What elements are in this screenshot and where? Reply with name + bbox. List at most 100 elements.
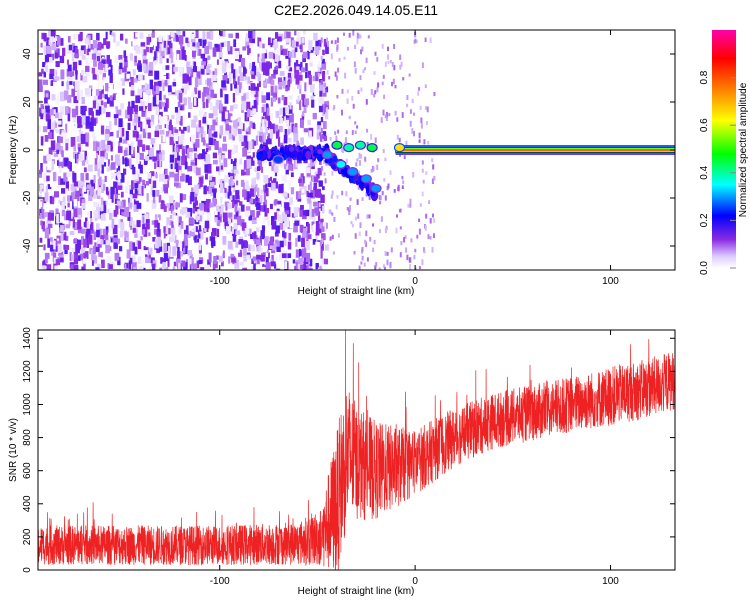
heatmap-cell <box>54 145 58 151</box>
heatmap-cell <box>185 55 191 62</box>
heatmap-cell <box>233 217 238 223</box>
heatmap-cell <box>233 199 238 207</box>
heatmap-cell <box>389 60 392 64</box>
heatmap-cell <box>263 109 267 116</box>
heatmap-cell <box>213 160 218 165</box>
heatmap-cell <box>95 68 99 75</box>
heatmap-cell <box>348 115 351 120</box>
heatmap-cell <box>91 111 94 121</box>
heatmap-cell <box>145 109 148 119</box>
heatmap-cell <box>256 187 260 197</box>
heatmap-cell <box>98 176 102 186</box>
heatmap-cell <box>271 38 275 46</box>
heatmap-cell <box>194 97 197 106</box>
heatmap-cell <box>184 161 188 170</box>
heatmap-cell <box>279 71 285 76</box>
spectral-blob <box>393 143 406 153</box>
heatmap-cell <box>432 213 434 218</box>
heatmap-cell <box>82 76 88 83</box>
heatmap-cell <box>382 149 385 154</box>
heatmap-cell <box>64 214 67 221</box>
heatmap-cell <box>56 240 61 246</box>
heatmap-cell <box>387 60 390 65</box>
heatmap-cell <box>238 54 243 63</box>
heatmap-cell <box>154 238 160 249</box>
heatmap-cell <box>96 32 100 41</box>
heatmap-cell <box>190 192 195 202</box>
heatmap-cell <box>221 106 227 113</box>
heatmap-cell <box>301 111 305 117</box>
heatmap-cell <box>275 194 279 199</box>
heatmap-cell <box>60 38 64 46</box>
heatmap-cell <box>47 30 52 37</box>
heatmap-cell <box>168 195 174 204</box>
heatmap-cell <box>184 55 187 61</box>
heatmap-cell <box>232 93 235 103</box>
heatmap-cell <box>334 131 337 135</box>
heatmap-cell <box>233 75 236 85</box>
heatmap-cell <box>175 36 180 42</box>
heatmap-cell <box>178 221 182 227</box>
heatmap-cell <box>366 214 369 219</box>
heatmap-cell <box>301 188 305 193</box>
heatmap-cell <box>93 231 96 240</box>
heatmap-cell <box>152 49 155 55</box>
heatmap-cell <box>380 216 383 222</box>
heatmap-cell <box>198 75 202 85</box>
heatmap-cell <box>370 89 373 95</box>
heatmap-cell <box>222 75 228 81</box>
heatmap-cell <box>85 122 90 129</box>
heatmap-cell <box>394 110 397 116</box>
heatmap-cell <box>169 215 173 220</box>
heatmap-cell <box>204 268 209 270</box>
heatmap-cell <box>182 31 186 37</box>
heatmap-cell <box>202 161 207 166</box>
heatmap-cell <box>186 66 192 75</box>
heatmap-cell <box>231 227 234 234</box>
heatmap-cell <box>157 80 162 87</box>
heatmap-cell <box>383 178 386 182</box>
heatmap-cell <box>223 136 227 142</box>
heatmap-cell <box>93 136 96 142</box>
heatmap-cell <box>94 118 97 126</box>
heatmap-cell <box>423 249 426 254</box>
heatmap-cell <box>58 199 61 204</box>
heatmap-cell <box>358 152 361 159</box>
heatmap-cell <box>266 92 270 101</box>
heatmap-cell <box>177 251 181 259</box>
heatmap-cell <box>48 223 53 228</box>
heatmap-cell <box>263 246 268 251</box>
heatmap-cell <box>289 113 294 123</box>
heatmap-cell <box>364 156 367 162</box>
heatmap-cell <box>48 39 52 45</box>
heatmap-cell <box>379 200 382 205</box>
heatmap-cell <box>137 241 142 249</box>
heatmap-cell <box>294 62 298 68</box>
heatmap-cell <box>294 265 297 270</box>
heatmap-cell <box>96 153 99 160</box>
heatmap-cell <box>194 184 199 194</box>
heatmap-cell <box>154 130 160 137</box>
heatmap-cell <box>47 164 52 171</box>
heatmap-cell <box>384 195 387 201</box>
heatmap-cell <box>237 128 242 135</box>
heatmap-cell <box>100 197 104 206</box>
heatmap-cell <box>321 238 324 244</box>
heatmap-cell <box>64 158 69 167</box>
heatmap-cell <box>337 129 340 134</box>
heatmap-cell <box>251 139 255 149</box>
heatmap-cell <box>320 240 322 247</box>
heatmap-cell <box>270 42 273 48</box>
heatmap-cell <box>166 58 169 63</box>
heatmap-cell <box>67 64 72 72</box>
heatmap-cell <box>361 255 364 261</box>
heatmap-cell <box>39 237 43 243</box>
heatmap-cell <box>134 114 139 123</box>
heatmap-cell <box>384 61 387 67</box>
heatmap-cell <box>123 50 127 58</box>
heatmap-cell <box>258 176 262 183</box>
heatmap-cell <box>129 194 133 203</box>
heatmap-cell <box>219 125 224 136</box>
heatmap-cell <box>44 64 49 73</box>
heatmap-cell <box>158 214 161 221</box>
